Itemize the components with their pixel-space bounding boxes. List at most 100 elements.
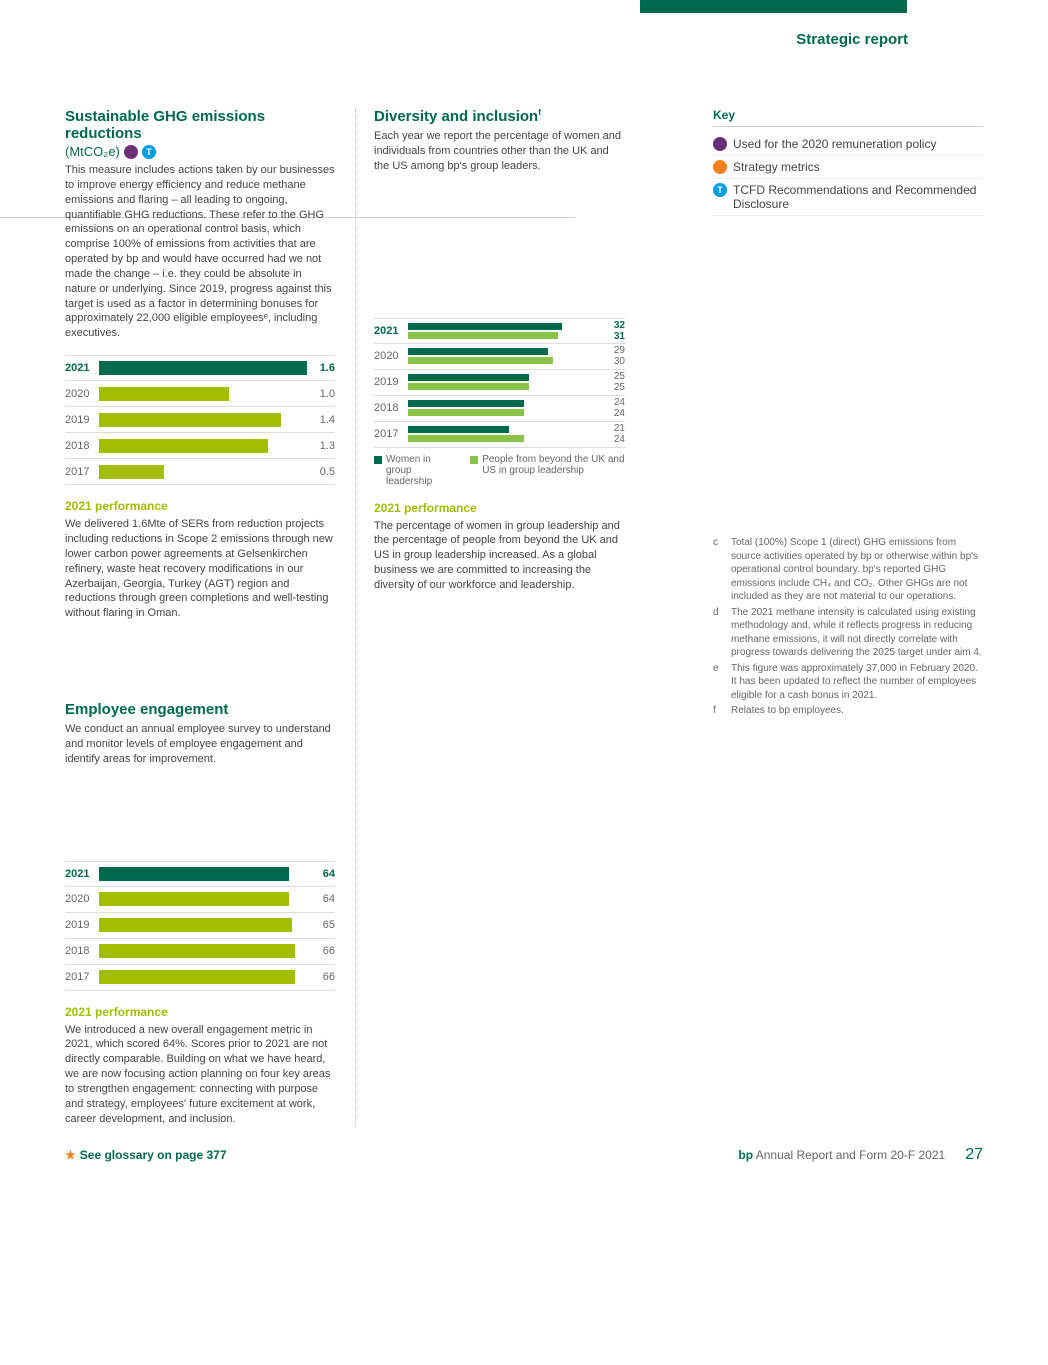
- bar: [99, 944, 295, 958]
- chart-year: 2020: [65, 893, 99, 905]
- bar-women: [408, 348, 548, 355]
- chart-year: 2021: [65, 362, 99, 374]
- ghg-body: This measure includes actions taken by o…: [65, 163, 335, 341]
- ghg-subtitle: (MtCO₂e) T: [65, 144, 156, 159]
- footnote-text: Relates to bp employees.: [731, 704, 844, 718]
- bar-beyond: [408, 435, 524, 442]
- ghg-title: Sustainable GHG emissions reductions: [65, 108, 335, 142]
- key-dot-icon: T: [713, 183, 727, 197]
- chart-value: 64: [307, 893, 335, 905]
- ghg-perf-title: 2021 performance: [65, 499, 335, 513]
- chart-year: 2017: [65, 971, 99, 983]
- footnote-key: d: [713, 606, 723, 660]
- legend-women-label: Women in group leadership: [386, 454, 454, 487]
- chart-bar-area: [408, 374, 601, 390]
- chart-year: 2021: [65, 868, 99, 880]
- footnote: cTotal (100%) Scope 1 (direct) GHG emiss…: [713, 536, 983, 604]
- chart-row: 20181.3: [65, 433, 335, 459]
- col-diversity: Diversity and inclusionf Each year we re…: [355, 108, 625, 1126]
- bar: [99, 867, 289, 881]
- key-box: Key Used for the 2020 remuneration polic…: [713, 108, 983, 216]
- chart-bar-area: [99, 887, 307, 912]
- chart-values: 2930: [601, 345, 625, 367]
- chart-row: 20170.5: [65, 459, 335, 485]
- chart-values: 2525: [601, 371, 625, 393]
- footnote: fRelates to bp employees.: [713, 704, 983, 718]
- chart-row: 20211.6: [65, 355, 335, 381]
- footnote: eThis figure was approximately 37,000 in…: [713, 662, 983, 703]
- bar-women: [408, 400, 524, 407]
- chart-year: 2017: [374, 428, 408, 440]
- chart-bar-area: [99, 939, 307, 964]
- chart-bar-area: [99, 356, 307, 380]
- key-title: Key: [713, 108, 983, 127]
- key-dot-icon: [713, 160, 727, 174]
- chart-year: 2019: [65, 919, 99, 931]
- key-label: Strategy metrics: [733, 160, 820, 174]
- dot-remuneration-icon: [124, 145, 138, 159]
- bar-women: [408, 374, 529, 381]
- chart-row: 2020 64: [65, 887, 335, 913]
- footnotes: cTotal (100%) Scope 1 (direct) GHG emiss…: [713, 536, 983, 718]
- bar-beyond: [408, 357, 553, 364]
- bar: [99, 413, 281, 427]
- footer-doc: bp bp Annual Report and Form 20-F 2021An…: [738, 1148, 945, 1162]
- glossary-link[interactable]: ★See glossary on page 377: [65, 1148, 227, 1162]
- bar-women: [408, 323, 562, 330]
- bar: [99, 970, 295, 984]
- key-dot-icon: [713, 137, 727, 151]
- chart-value: 66: [307, 945, 335, 957]
- bar: [99, 465, 164, 479]
- footer: ★See glossary on page 377 bp bp Annual R…: [65, 1146, 983, 1164]
- chart-row: 201866: [65, 939, 335, 965]
- eng-perf-body: We introduced a new overall engagement m…: [65, 1023, 335, 1127]
- bar: [99, 387, 229, 401]
- chart-row: 2017 2124: [374, 422, 625, 448]
- chart-year: 2017: [65, 466, 99, 478]
- chart-value: 1.0: [307, 388, 335, 400]
- div-body: Each year we report the percentage of wo…: [374, 129, 625, 174]
- chart-bar-area: [408, 323, 601, 339]
- footnote-text: Total (100%) Scope 1 (direct) GHG emissi…: [731, 536, 983, 604]
- bar: [99, 892, 289, 906]
- chart-year: 2018: [65, 440, 99, 452]
- legend-swatch-icon: [470, 456, 478, 464]
- chart-bar-area: [408, 348, 601, 364]
- dot-tcfd-icon: T: [142, 145, 156, 159]
- chart-row: 20202930: [374, 344, 625, 370]
- div-chart: 2021323120202930201925252018242420172124: [374, 318, 625, 448]
- bar: [99, 361, 307, 375]
- chart-values: 3231: [601, 320, 625, 342]
- div-perf-title: 2021 performance: [374, 501, 625, 515]
- key-item: T TCFD Recommendations and Recommended Di…: [713, 179, 983, 216]
- col-key: Key Used for the 2020 remuneration polic…: [713, 108, 983, 1126]
- chart-values: 2424: [601, 397, 625, 419]
- chart-bar-area: [99, 407, 307, 432]
- legend-swatch-icon: [374, 456, 382, 464]
- footnote-key: e: [713, 662, 723, 703]
- ghg-chart: 20211.6 2020 1.0 20191.420181.320170.5: [65, 355, 335, 485]
- footnote-text: The 2021 methane intensity is calculated…: [731, 606, 983, 660]
- chart-value: 65: [307, 919, 335, 931]
- chart-values: 2124: [601, 423, 625, 445]
- chart-year: 2021: [374, 325, 408, 337]
- chart-row: 202164: [65, 861, 335, 887]
- key-label: TCFD Recommendations and Recommended Dis…: [733, 183, 983, 211]
- eng-chart: 202164 2020 64 2019 65 201866 2017 66: [65, 861, 335, 991]
- chart-bar-area: [99, 862, 307, 886]
- chart-year: 2020: [65, 388, 99, 400]
- chart-bar-area: [408, 426, 601, 442]
- eng-body: We conduct an annual employee survey to …: [65, 722, 335, 767]
- bar: [99, 439, 268, 453]
- chart-row: 20191.4: [65, 407, 335, 433]
- bar-women: [408, 426, 509, 433]
- top-accent-bar: [640, 0, 907, 13]
- ghg-perf-body: We delivered 1.6Mte of SERs from reducti…: [65, 517, 335, 621]
- chart-row: 2017 66: [65, 965, 335, 991]
- ghg-unit: (MtCO₂e): [65, 144, 120, 159]
- chart-value: 66: [307, 971, 335, 983]
- key-item: Strategy metrics: [713, 156, 983, 179]
- chart-bar-area: [99, 965, 307, 990]
- div-perf-body: The percentage of women in group leaders…: [374, 519, 625, 593]
- chart-value: 1.4: [307, 414, 335, 426]
